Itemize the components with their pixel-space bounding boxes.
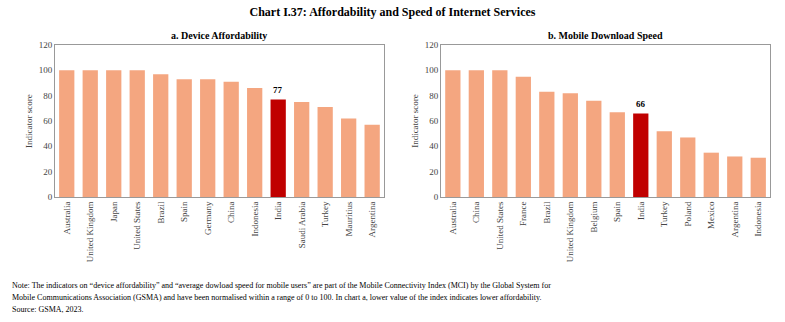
svg-text:United States: United States: [495, 201, 505, 250]
svg-text:Spain: Spain: [612, 201, 622, 222]
svg-text:Poland: Poland: [683, 201, 693, 227]
svg-text:20: 20: [429, 167, 439, 177]
svg-text:20: 20: [43, 167, 53, 177]
svg-text:66: 66: [636, 99, 646, 109]
svg-text:Germany: Germany: [203, 201, 213, 235]
svg-text:India: India: [273, 202, 283, 221]
svg-text:Japan: Japan: [109, 201, 119, 222]
svg-text:100: 100: [39, 65, 53, 75]
svg-text:Belgium: Belgium: [589, 202, 599, 233]
svg-text:India: India: [636, 202, 646, 221]
svg-text:0: 0: [434, 192, 439, 202]
svg-text:120: 120: [39, 40, 53, 50]
svg-text:Note: The indicators on “devic: Note: The indicators on “device affordab…: [12, 281, 551, 290]
svg-text:40: 40: [429, 141, 439, 151]
svg-text:77: 77: [273, 85, 283, 95]
svg-text:Chart I.37: Affordability and: Chart I.37: Affordability and Speed of I…: [250, 5, 536, 19]
svg-text:40: 40: [43, 141, 53, 151]
svg-text:Spain: Spain: [179, 201, 189, 222]
svg-text:Australia: Australia: [62, 202, 72, 235]
svg-text:b. Mobile Download Speed: b. Mobile Download Speed: [548, 30, 663, 41]
svg-text:Indonesia: Indonesia: [753, 202, 763, 237]
svg-text:Mobile Communications Associat: Mobile Communications Association (GSMA)…: [12, 293, 541, 302]
svg-text:60: 60: [429, 116, 439, 126]
svg-text:Brazil: Brazil: [542, 201, 552, 223]
svg-text:United Kingdom: United Kingdom: [565, 202, 575, 263]
svg-text:100: 100: [425, 65, 439, 75]
svg-text:Saudi Arabia: Saudi Arabia: [297, 202, 307, 249]
svg-text:Indicator score: Indicator score: [410, 94, 420, 148]
svg-text:Brazil: Brazil: [156, 201, 166, 223]
svg-text:France: France: [518, 202, 528, 227]
svg-text:Indicator score: Indicator score: [24, 94, 34, 148]
svg-text:Argentina: Argentina: [730, 202, 740, 238]
svg-text:United States: United States: [132, 201, 142, 250]
svg-text:80: 80: [429, 91, 439, 101]
svg-text:Australia: Australia: [448, 202, 458, 235]
svg-text:0: 0: [48, 192, 53, 202]
svg-text:a. Device Affordability: a. Device Affordability: [171, 30, 267, 41]
svg-text:Argentina: Argentina: [367, 202, 377, 238]
svg-text:80: 80: [43, 91, 53, 101]
svg-text:Turkey: Turkey: [659, 201, 669, 227]
svg-text:60: 60: [43, 116, 53, 126]
svg-text:Source: GSMA, 2023.: Source: GSMA, 2023.: [12, 305, 84, 314]
svg-text:China: China: [226, 202, 236, 224]
svg-text:Turkey: Turkey: [320, 201, 330, 227]
svg-text:United Kingdom: United Kingdom: [85, 202, 95, 263]
svg-text:Mauritius: Mauritius: [344, 201, 354, 236]
svg-text:120: 120: [425, 40, 439, 50]
svg-text:Mexico: Mexico: [706, 201, 716, 229]
svg-text:Indonesia: Indonesia: [250, 202, 260, 237]
svg-text:China: China: [471, 202, 481, 224]
